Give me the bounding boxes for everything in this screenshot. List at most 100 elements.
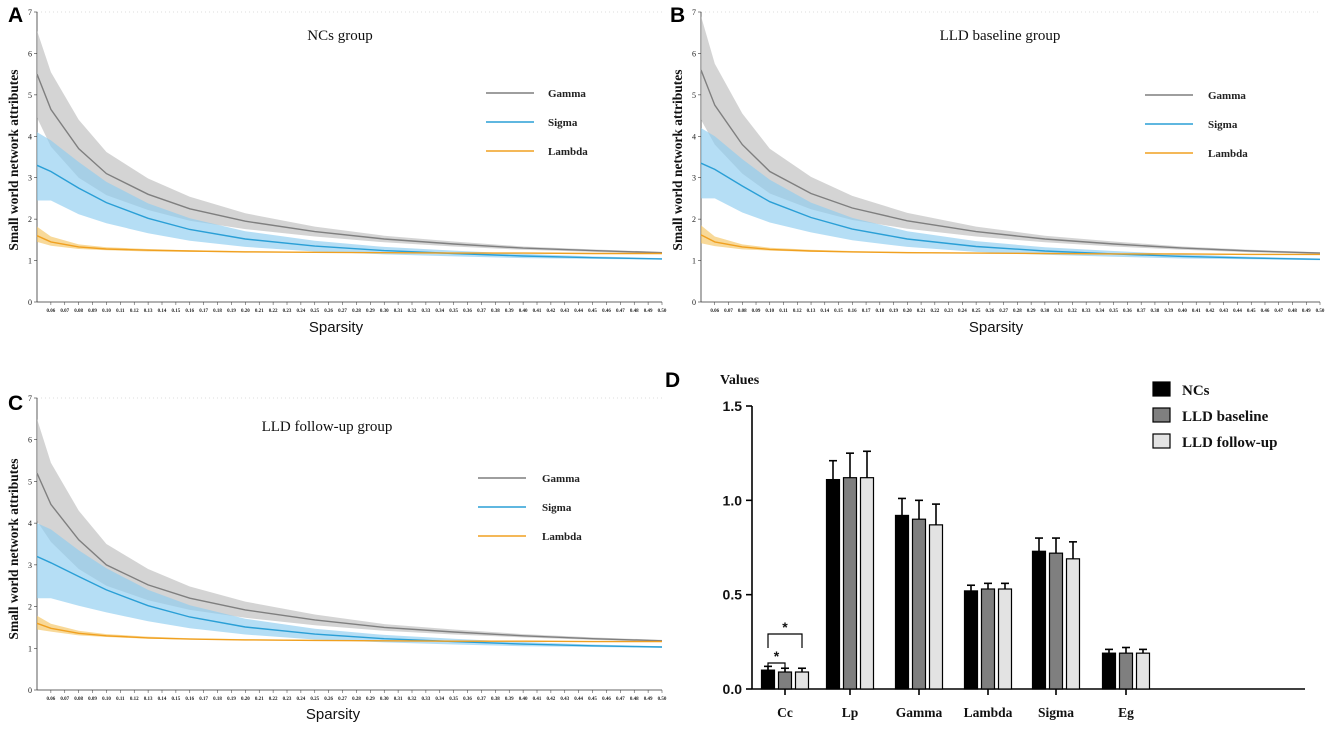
x-tick-label: 0.17 — [199, 697, 208, 702]
x-tick-label: 0.10 — [102, 697, 111, 702]
x-tick-label: 0.45 — [588, 697, 597, 702]
x-tick-label: 0.06 — [47, 697, 56, 702]
category-label: Lp — [842, 705, 859, 720]
significance-bracket — [767, 633, 803, 648]
x-tick-label: 0.27 — [999, 309, 1008, 314]
x-tick-label: 0.47 — [616, 697, 625, 702]
line-sigma — [700, 162, 1321, 260]
x-tick-label: 0.23 — [283, 309, 292, 314]
x-tick-label: 0.38 — [1151, 309, 1160, 314]
x-tick-label: 0.49 — [1302, 309, 1311, 314]
x-tick-label: 0.50 — [658, 309, 667, 314]
x-tick-label: 0.45 — [588, 309, 597, 314]
x-tick-label: 0.40 — [519, 697, 528, 702]
line-gamma — [700, 69, 1321, 254]
y-tick-label: 4 — [28, 132, 32, 141]
bar-ncs — [963, 590, 979, 690]
legend: Gamma Sigma Lambda — [478, 473, 582, 543]
y-tick-label: 2 — [28, 603, 32, 612]
y-tick-label: 6 — [692, 49, 696, 58]
x-tick-label: 0.35 — [1109, 309, 1118, 314]
legend: Gamma Sigma Lambda — [486, 88, 588, 158]
x-tick-label: 0.40 — [1178, 309, 1187, 314]
x-tick-label: 0.20 — [241, 309, 250, 314]
x-tick-label: 0.44 — [1233, 309, 1242, 314]
legend-label: Gamma — [542, 473, 580, 485]
y-tick-label: 3 — [28, 174, 32, 183]
bar-lld-follow-up — [928, 524, 944, 690]
x-tick-label: 0.25 — [972, 309, 981, 314]
bar-ncs — [760, 669, 776, 690]
x-tick-label: 0.33 — [422, 697, 431, 702]
x-tick-label: 0.32 — [408, 309, 417, 314]
legend-label: Lambda — [548, 146, 588, 158]
x-tick-label: 0.21 — [917, 309, 926, 314]
category-label: Lambda — [964, 705, 1013, 720]
legend-label: Gamma — [548, 88, 586, 100]
x-tick-label: 0.12 — [130, 697, 139, 702]
x-tick-label: 0.07 — [724, 309, 733, 314]
y-tick-label: 0 — [692, 298, 696, 307]
x-tick-label: 0.22 — [269, 309, 278, 314]
x-axis-label: Sparsity — [309, 319, 364, 336]
legend-label: LLD follow-up — [1182, 435, 1277, 451]
y-tick-label: 0 — [28, 298, 32, 307]
x-tick-label: 0.17 — [199, 309, 208, 314]
x-tick-label: 0.16 — [185, 309, 194, 314]
x-tick-label: 0.13 — [144, 309, 153, 314]
y-tick-label: 1 — [692, 257, 696, 266]
y-tick-label: 3 — [28, 561, 32, 570]
line-lambda — [700, 234, 1320, 256]
x-tick-label: 0.20 — [241, 697, 250, 702]
x-tick-label: 0.09 — [88, 309, 97, 314]
x-tick-label: 0.19 — [227, 697, 236, 702]
x-tick-label: 0.18 — [875, 309, 884, 314]
y-tick-label: 5 — [692, 91, 696, 100]
bar-lld-baseline — [842, 477, 858, 690]
x-tick-label: 0.26 — [985, 309, 994, 314]
x-tick-label: 0.39 — [505, 309, 514, 314]
bar-lld-baseline — [980, 588, 996, 690]
x-tick-label: 0.08 — [738, 309, 747, 314]
x-tick-label: 0.34 — [435, 309, 444, 314]
y-tick-label: 7 — [28, 394, 32, 403]
significance-marker: * — [782, 619, 788, 635]
x-tick-label: 0.11 — [779, 309, 788, 314]
bar-lld-follow-up — [1135, 652, 1151, 690]
category-label: Gamma — [896, 705, 943, 720]
bar-lld-baseline — [1118, 652, 1134, 690]
x-tick-label: 0.37 — [477, 309, 486, 314]
line-sigma — [36, 555, 663, 648]
bar-ncs — [1031, 550, 1047, 690]
x-tick-label: 0.21 — [255, 309, 264, 314]
panel-letter: A — [8, 4, 23, 27]
line-lambda — [36, 235, 662, 255]
legend-label: Lambda — [542, 531, 582, 543]
line-gamma — [36, 472, 663, 642]
panel-letter: C — [8, 392, 23, 415]
x-tick-label: 0.16 — [848, 309, 857, 314]
x-tick-label: 0.37 — [1137, 309, 1146, 314]
legend-label: NCs — [1182, 383, 1210, 399]
x-tick-label: 0.49 — [644, 309, 653, 314]
x-tick-label: 0.26 — [324, 697, 333, 702]
category-label: Eg — [1118, 705, 1134, 720]
y-tick-label: 4 — [28, 519, 32, 528]
y-tick-label: 0 — [28, 686, 32, 695]
x-tick-label: 0.25 — [310, 697, 319, 702]
legend-label: Lambda — [1208, 148, 1248, 160]
x-tick-label: 0.14 — [158, 697, 167, 702]
x-tick-label: 0.15 — [172, 309, 181, 314]
line-gamma — [36, 73, 663, 254]
y-tick-label: 6 — [28, 49, 32, 58]
line-lambda — [36, 622, 662, 643]
y-axis-label: Values — [720, 373, 760, 388]
x-tick-label: 0.43 — [1219, 309, 1228, 314]
legend-swatch — [1152, 381, 1171, 397]
x-tick-label: 0.48 — [1288, 309, 1297, 314]
x-tick-label: 0.09 — [88, 697, 97, 702]
bar-lld-follow-up — [997, 588, 1013, 690]
x-tick-label: 0.34 — [435, 697, 444, 702]
legend-swatch — [1152, 407, 1171, 423]
